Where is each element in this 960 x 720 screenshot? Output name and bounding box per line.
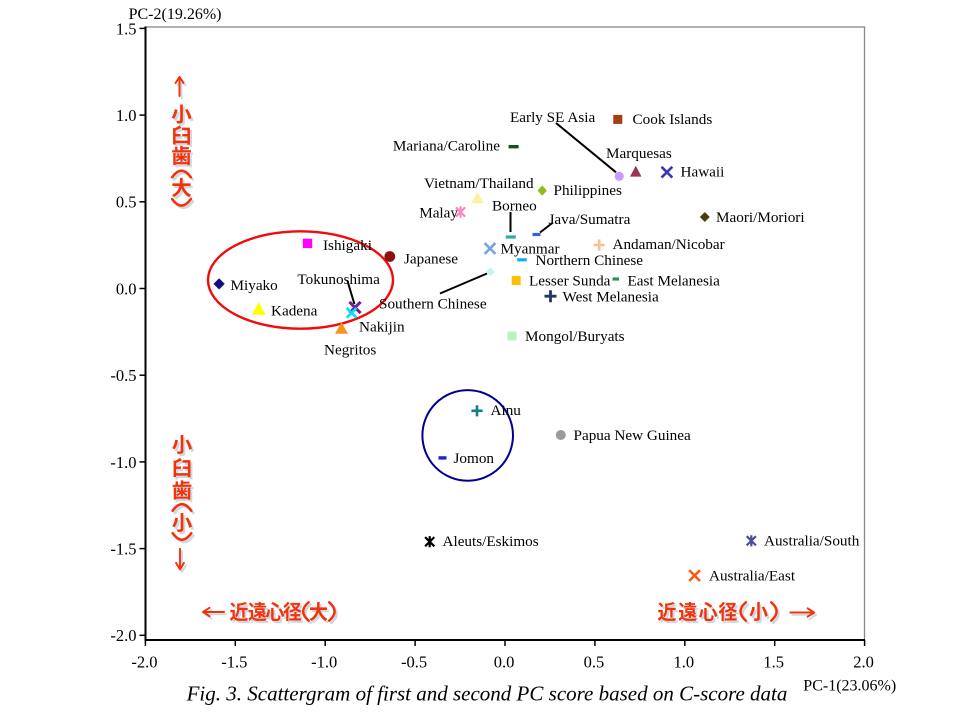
svg-text:-2.0: -2.0 bbox=[110, 626, 136, 645]
svg-text:Tokunoshima: Tokunoshima bbox=[297, 271, 380, 288]
svg-text:Negritos: Negritos bbox=[324, 341, 376, 358]
svg-text:1.5: 1.5 bbox=[116, 19, 137, 38]
svg-text:Southern Chinese: Southern Chinese bbox=[379, 295, 487, 312]
svg-text:0.5: 0.5 bbox=[116, 193, 137, 212]
svg-text:Mongol/Buryats: Mongol/Buryats bbox=[525, 328, 625, 345]
svg-text:-1.0: -1.0 bbox=[110, 453, 136, 472]
svg-text:-0.5: -0.5 bbox=[110, 366, 136, 385]
svg-text:Hawaii: Hawaii bbox=[681, 163, 725, 180]
svg-text:-1.5: -1.5 bbox=[221, 653, 247, 672]
svg-text:Papua New Guinea: Papua New Guinea bbox=[574, 427, 692, 444]
svg-text:PC-2(19.26%): PC-2(19.26%) bbox=[129, 6, 222, 23]
svg-text:West Melanesia: West Melanesia bbox=[563, 288, 659, 305]
svg-text:Kadena: Kadena bbox=[271, 302, 318, 319]
svg-text:Maori/Moriori: Maori/Moriori bbox=[716, 209, 805, 226]
svg-text:Vietnam/Thailand: Vietnam/Thailand bbox=[424, 175, 534, 192]
svg-text:Mariana/Caroline: Mariana/Caroline bbox=[393, 137, 500, 154]
svg-text:Northern Chinese: Northern Chinese bbox=[536, 252, 644, 269]
svg-text:East Melanesia: East Melanesia bbox=[628, 272, 721, 289]
svg-text:Andaman/Nicobar: Andaman/Nicobar bbox=[613, 236, 725, 253]
svg-text:Cook Islands: Cook Islands bbox=[633, 111, 713, 128]
svg-text:PC-1(23.06%): PC-1(23.06%) bbox=[803, 678, 896, 695]
svg-text:Ishigaki: Ishigaki bbox=[323, 237, 372, 254]
svg-text:Borneo: Borneo bbox=[492, 197, 537, 214]
svg-text:Ainu: Ainu bbox=[491, 402, 522, 419]
svg-text:-2.0: -2.0 bbox=[131, 653, 157, 672]
svg-text:Japanese: Japanese bbox=[404, 250, 458, 267]
svg-text:Lesser Sunda: Lesser Sunda bbox=[529, 272, 611, 289]
svg-text:Jomon: Jomon bbox=[454, 450, 495, 467]
svg-text:Malay: Malay bbox=[419, 204, 458, 221]
svg-text:Fig. 3. Scattergram of first a: Fig. 3. Scattergram of first and second … bbox=[186, 681, 788, 705]
svg-text:Aleuts/Eskimos: Aleuts/Eskimos bbox=[443, 533, 539, 550]
svg-text:1.5: 1.5 bbox=[763, 653, 784, 672]
svg-text:2.0: 2.0 bbox=[853, 653, 874, 672]
svg-text:Myanmar: Myanmar bbox=[501, 240, 560, 257]
svg-text:Philippines: Philippines bbox=[554, 182, 622, 199]
svg-text:-1.0: -1.0 bbox=[311, 653, 337, 672]
svg-text:Australia/South: Australia/South bbox=[764, 532, 860, 549]
svg-text:Java/Sumatra: Java/Sumatra bbox=[549, 211, 631, 228]
svg-text:Miyako: Miyako bbox=[231, 277, 279, 294]
svg-text:Australia/East: Australia/East bbox=[709, 567, 796, 584]
svg-text:0.5: 0.5 bbox=[584, 653, 605, 672]
svg-text:0.0: 0.0 bbox=[494, 653, 515, 672]
svg-text:-1.5: -1.5 bbox=[110, 540, 136, 559]
svg-text:0.0: 0.0 bbox=[116, 279, 137, 298]
svg-text:Marquesas: Marquesas bbox=[606, 145, 672, 162]
svg-text:Early SE Asia: Early SE Asia bbox=[510, 109, 595, 126]
svg-text:-0.5: -0.5 bbox=[401, 653, 427, 672]
svg-text:1.0: 1.0 bbox=[673, 653, 694, 672]
svg-text:Nakijin: Nakijin bbox=[359, 318, 405, 335]
svg-text:1.0: 1.0 bbox=[116, 106, 137, 125]
